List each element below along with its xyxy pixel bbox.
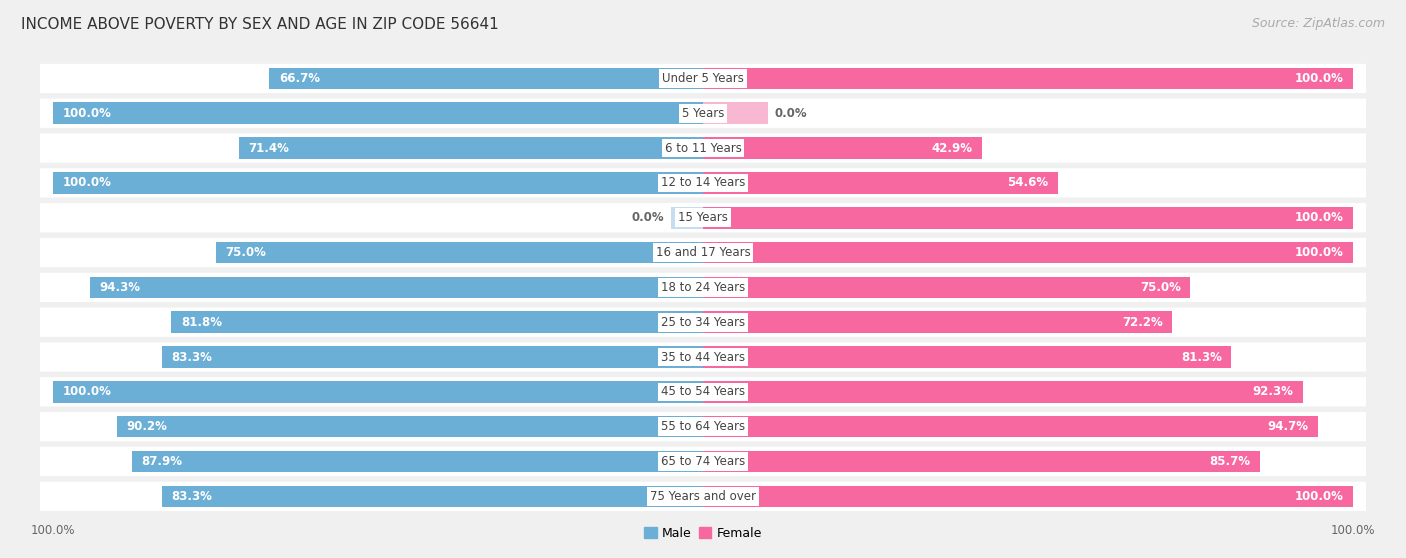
Bar — [215, 242, 703, 263]
Bar — [703, 207, 1353, 229]
Text: Under 5 Years: Under 5 Years — [662, 72, 744, 85]
Text: 94.7%: 94.7% — [1268, 420, 1309, 433]
Bar — [239, 137, 703, 159]
Text: 55 to 64 Years: 55 to 64 Years — [661, 420, 745, 433]
Text: 15 Years: 15 Years — [678, 211, 728, 224]
Text: 45 to 54 Years: 45 to 54 Years — [661, 386, 745, 398]
Text: 100.0%: 100.0% — [1295, 72, 1343, 85]
Text: 75.0%: 75.0% — [225, 246, 266, 259]
Text: Source: ZipAtlas.com: Source: ZipAtlas.com — [1251, 17, 1385, 30]
Bar — [162, 346, 703, 368]
Bar — [90, 277, 703, 298]
Text: 83.3%: 83.3% — [172, 490, 212, 503]
Text: 85.7%: 85.7% — [1209, 455, 1250, 468]
Legend: Male, Female: Male, Female — [640, 522, 766, 545]
Bar — [53, 172, 703, 194]
FancyBboxPatch shape — [39, 377, 1367, 406]
Bar — [703, 346, 1232, 368]
Text: 100.0%: 100.0% — [63, 176, 111, 189]
Bar — [132, 451, 703, 472]
Bar — [703, 381, 1303, 403]
Text: 90.2%: 90.2% — [127, 420, 167, 433]
Text: 100.0%: 100.0% — [1295, 490, 1343, 503]
Bar — [703, 103, 768, 124]
Text: 18 to 24 Years: 18 to 24 Years — [661, 281, 745, 294]
FancyBboxPatch shape — [39, 238, 1367, 267]
Text: 42.9%: 42.9% — [931, 142, 972, 155]
Bar — [703, 451, 1260, 472]
FancyBboxPatch shape — [39, 343, 1367, 372]
Text: 35 to 44 Years: 35 to 44 Years — [661, 350, 745, 363]
Text: 71.4%: 71.4% — [249, 142, 290, 155]
FancyBboxPatch shape — [39, 307, 1367, 337]
Text: 0.0%: 0.0% — [631, 211, 664, 224]
Text: 83.3%: 83.3% — [172, 350, 212, 363]
Text: 100.0%: 100.0% — [1295, 211, 1343, 224]
FancyBboxPatch shape — [39, 447, 1367, 476]
Bar — [703, 242, 1353, 263]
FancyBboxPatch shape — [39, 169, 1367, 198]
Bar — [53, 103, 703, 124]
Text: 54.6%: 54.6% — [1007, 176, 1047, 189]
Bar — [703, 68, 1353, 89]
Text: 75.0%: 75.0% — [1140, 281, 1181, 294]
Text: 25 to 34 Years: 25 to 34 Years — [661, 316, 745, 329]
Text: 100.0%: 100.0% — [63, 107, 111, 120]
Bar — [703, 137, 981, 159]
Bar — [703, 311, 1173, 333]
Text: 87.9%: 87.9% — [142, 455, 183, 468]
FancyBboxPatch shape — [39, 133, 1367, 163]
Text: 81.3%: 81.3% — [1181, 350, 1222, 363]
Text: 65 to 74 Years: 65 to 74 Years — [661, 455, 745, 468]
Text: 75 Years and over: 75 Years and over — [650, 490, 756, 503]
Bar — [53, 381, 703, 403]
FancyBboxPatch shape — [39, 412, 1367, 441]
Bar — [270, 68, 703, 89]
Text: 100.0%: 100.0% — [1295, 246, 1343, 259]
FancyBboxPatch shape — [39, 482, 1367, 511]
Bar — [671, 207, 703, 229]
Text: 5 Years: 5 Years — [682, 107, 724, 120]
Bar — [117, 416, 703, 437]
Bar — [172, 311, 703, 333]
Bar — [703, 485, 1353, 507]
Text: 100.0%: 100.0% — [63, 386, 111, 398]
Text: 6 to 11 Years: 6 to 11 Years — [665, 142, 741, 155]
Text: 66.7%: 66.7% — [280, 72, 321, 85]
Bar — [703, 416, 1319, 437]
Text: 94.3%: 94.3% — [100, 281, 141, 294]
FancyBboxPatch shape — [39, 64, 1367, 93]
Text: 0.0%: 0.0% — [775, 107, 807, 120]
Bar — [162, 485, 703, 507]
Bar — [703, 277, 1191, 298]
Text: 16 and 17 Years: 16 and 17 Years — [655, 246, 751, 259]
Bar — [703, 172, 1057, 194]
Text: 12 to 14 Years: 12 to 14 Years — [661, 176, 745, 189]
Text: 72.2%: 72.2% — [1122, 316, 1163, 329]
FancyBboxPatch shape — [39, 99, 1367, 128]
Text: 81.8%: 81.8% — [181, 316, 222, 329]
FancyBboxPatch shape — [39, 203, 1367, 232]
Text: INCOME ABOVE POVERTY BY SEX AND AGE IN ZIP CODE 56641: INCOME ABOVE POVERTY BY SEX AND AGE IN Z… — [21, 17, 499, 32]
FancyBboxPatch shape — [39, 273, 1367, 302]
Text: 92.3%: 92.3% — [1253, 386, 1294, 398]
